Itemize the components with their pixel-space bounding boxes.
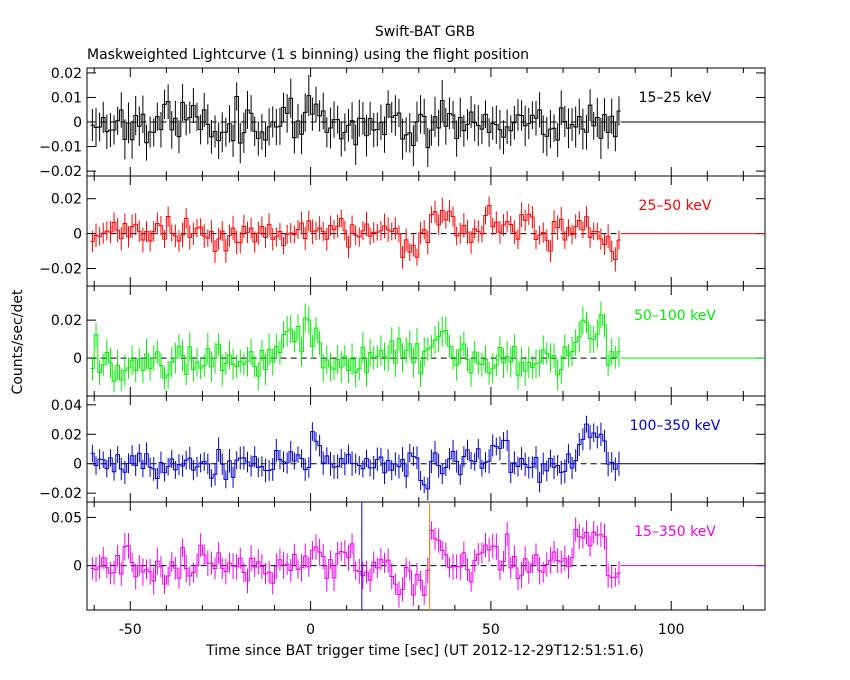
y-tick-label: −0.01 [39,140,82,156]
y-tick-label: −0.02 [39,164,82,180]
panel-label: 15–350 keV [634,524,716,540]
series-line [90,95,621,149]
y-axis-label: Counts/sec/det [10,289,26,394]
panel-3: 0.02 0 50–100 keV [51,285,766,397]
y-tick-label: 0.02 [51,313,82,329]
x-axis-label: Time since BAT trigger time [sec] (UT 20… [205,643,644,659]
panel-4: 0.04 0.02 0 −0.02 100–350 keV [39,395,766,503]
series-line [90,528,621,596]
y-tick-label: 0.05 [51,510,82,526]
series-line [90,314,621,382]
x-tick-label: 100 [658,622,685,638]
y-tick-label: −0.02 [39,262,82,278]
y-tick-label: 0.02 [51,427,82,443]
x-tick-label: 0 [306,622,315,638]
chart-subtitle: Maskweighted Lightcurve (1 s binning) us… [87,47,529,63]
series-line [90,423,621,490]
y-tick-label: 0 [73,115,82,131]
panel-5: 0.05 0 15–350 keV [51,501,766,611]
x-tick-label: 50 [482,622,500,638]
panel-label: 100–350 keV [630,418,721,434]
series-line [90,205,621,260]
x-tick-label: -50 [119,622,142,638]
y-tick-label: −0.02 [39,486,82,502]
y-tick-label: 0 [73,457,82,473]
panel-1: 0.02 0.01 0 −0.01 −0.02 15–25 keV [39,66,766,180]
y-tick-label: 0 [73,351,82,367]
panel-frame [86,285,766,397]
y-tick-label: 0.01 [51,90,82,106]
y-tick-label: 0 [73,227,82,243]
panels-group: 0.02 0.01 0 −0.01 −0.02 15–25 keV 0.02 0 −0.02 25… [39,66,766,638]
panel-label: 15–25 keV [639,90,712,106]
chart-title: Swift-BAT GRB [375,24,475,40]
panel-2: 0.02 0 −0.02 25–50 keV [39,175,766,287]
panel-label: 50–100 keV [634,308,716,324]
panel-frame [86,501,766,611]
y-tick-label: 0.02 [51,66,82,82]
y-tick-label: 0.04 [51,398,82,414]
y-tick-label: 0 [73,559,82,575]
y-tick-label: 0.02 [51,192,82,208]
panel-label: 25–50 keV [639,198,712,214]
